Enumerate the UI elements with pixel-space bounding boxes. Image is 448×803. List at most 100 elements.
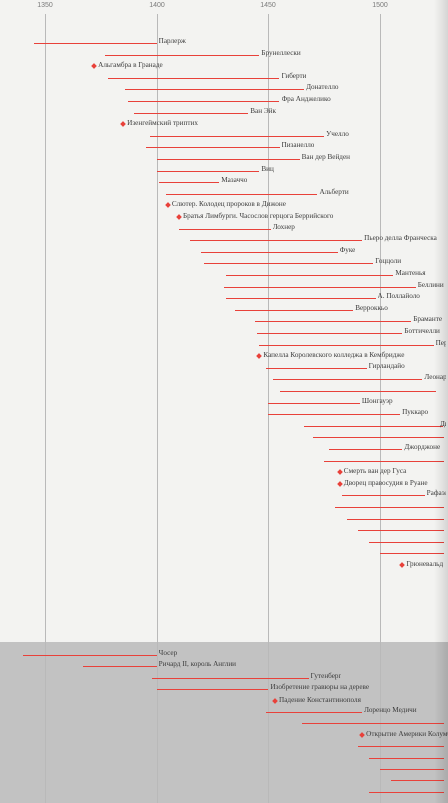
event-marker <box>91 63 97 70</box>
lifespan-label: Пуккаро <box>402 408 429 417</box>
lifespan-label: Пизанелло <box>281 141 315 150</box>
lifespan-label: Ван Эйк <box>250 106 276 115</box>
historical-events-band <box>0 642 448 803</box>
event-marker <box>176 214 182 220</box>
lifespan-bar <box>257 333 403 334</box>
lifespan-bar <box>380 769 444 770</box>
lifespan-bar <box>324 460 444 462</box>
lifespan-label: Чосер <box>158 649 178 657</box>
lifespan-bar <box>328 449 403 450</box>
lifespan-bar <box>223 286 416 288</box>
lifespan-label: Фра Анджелико <box>281 95 331 103</box>
lifespan-label: Браманте <box>413 315 443 324</box>
event-label: Изенгеймский триптих <box>127 119 198 128</box>
lifespan-label: Гутенберг <box>310 671 342 680</box>
lifespan-bar <box>357 530 444 532</box>
lifespan-bar <box>368 541 444 543</box>
lifespan-label: Лоренцо Медичи <box>364 706 417 714</box>
lifespan-label: А. Поллайоло <box>377 292 420 301</box>
lifespan-bar <box>82 666 157 668</box>
lifespan-bar <box>266 367 367 369</box>
lifespan-label: Парлерж <box>158 37 186 45</box>
lifespan-bar <box>203 263 374 265</box>
lifespan-label: Верроккьо <box>355 303 388 312</box>
lifespan-bar <box>272 379 423 381</box>
lifespan-bar <box>346 518 444 520</box>
lifespan-label: Беллини <box>417 280 444 289</box>
lifespan-bar <box>335 507 444 508</box>
lifespan-label: Мазаччо <box>221 176 248 185</box>
lifespan-label: Ван дер Вейден <box>301 153 350 161</box>
event-label: Капелла Королевского колледжа в Кембридж… <box>263 351 405 360</box>
lifespan-bar <box>225 298 376 300</box>
lifespan-bar <box>105 54 260 56</box>
lifespan-label: Изобретение гравюры на дереве <box>270 683 370 692</box>
lifespan-bar <box>254 321 412 323</box>
lifespan-bar <box>357 746 444 748</box>
lifespan-label: Леонардо <box>424 373 446 382</box>
lifespan-label: Учелло <box>326 129 349 138</box>
axis-year-label: 1500 <box>372 2 388 9</box>
event-label: Падение Константинополя <box>279 695 361 704</box>
lifespan-bar <box>145 147 280 149</box>
lifespan-bar <box>149 135 325 137</box>
lifespan-bar <box>134 112 249 114</box>
lifespan-label: Гоццоли <box>375 257 402 266</box>
lifespan-label: Брунеллески <box>261 48 301 57</box>
lifespan-bar <box>156 689 269 691</box>
lifespan-bar <box>225 275 394 276</box>
lifespan-label: Фуке <box>339 245 356 254</box>
lifespan-bar <box>268 402 360 404</box>
event-marker <box>399 562 406 568</box>
lifespan-label: Виц <box>261 164 274 173</box>
gridline-1350 <box>45 14 46 803</box>
event-marker <box>336 480 343 487</box>
lifespan-label: Боттичелли <box>404 327 440 335</box>
lifespan-bar <box>152 677 309 679</box>
lifespan-bar <box>368 791 444 793</box>
lifespan-bar <box>22 655 157 656</box>
lifespan-bar <box>342 495 425 497</box>
lifespan-label: Джорджоне <box>404 443 441 451</box>
lifespan-label: Альберти <box>319 187 349 196</box>
event-marker <box>336 469 343 476</box>
lifespan-label: Лохнер <box>272 222 295 231</box>
gridline-1450 <box>268 14 269 803</box>
lifespan-label: Рафаэль <box>427 489 446 498</box>
lifespan-label: Ричард II, король Англии <box>158 660 237 669</box>
lifespan-bar <box>125 89 305 91</box>
page-gutter-shadow <box>434 0 448 803</box>
lifespan-bar <box>190 240 363 242</box>
event-label: Братья Лимбурги. Часослов герцога Беррий… <box>183 212 334 220</box>
lifespan-label: Гиберти <box>281 71 307 80</box>
axis-year-label: 1400 <box>149 2 165 9</box>
lifespan-label: Донателло <box>306 83 339 92</box>
lifespan-bar <box>127 101 280 102</box>
lifespan-bar <box>33 43 157 44</box>
event-label: Открытие Америки Колумбом <box>366 729 448 738</box>
lifespan-bar <box>304 425 443 427</box>
axis-year-label: 1350 <box>37 2 53 9</box>
lifespan-bar <box>266 712 363 713</box>
lifespan-label: Мантенья <box>395 269 426 277</box>
gridline-1400 <box>157 14 158 803</box>
lifespan-bar <box>259 344 434 346</box>
lifespan-label: Гирландайо <box>368 361 405 370</box>
lifespan-bar <box>156 159 300 160</box>
lifespan-bar <box>158 182 220 184</box>
lifespan-bar <box>391 780 444 782</box>
lifespan-label: Перуджино <box>436 339 446 348</box>
event-label: Слютер. Колодец пророков в Дижоне <box>171 200 286 209</box>
lifespan-bar <box>234 309 354 311</box>
lifespan-bar <box>201 251 338 253</box>
event-label: Смерть ван дер Гуса <box>343 467 407 476</box>
lifespan-bar <box>380 553 444 555</box>
lifespan-bar <box>179 228 271 230</box>
lifespan-bar <box>165 193 318 195</box>
lifespan-bar <box>268 414 401 416</box>
gridline-1500 <box>380 14 381 803</box>
lifespan-bar <box>313 437 444 439</box>
event-label: Альгамбра в Гранаде <box>98 61 163 70</box>
event-marker <box>164 202 171 209</box>
